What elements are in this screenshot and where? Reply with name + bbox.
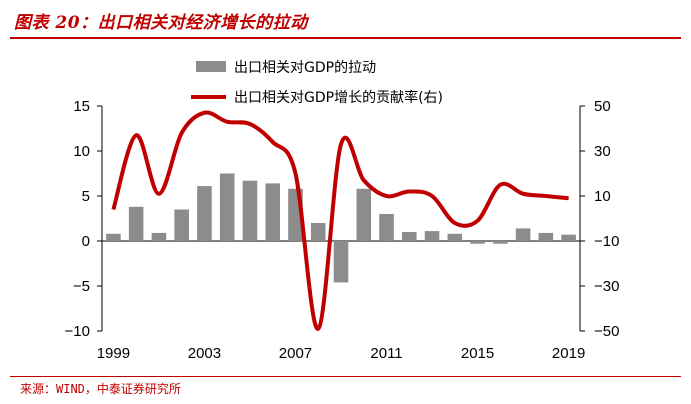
legend: 出口相关对GDP的拉动 出口相关对GDP增长的贡献率(右) <box>191 60 443 106</box>
legend-bar-swatch <box>196 61 226 72</box>
right-tick-label: 30 <box>594 143 611 160</box>
bar <box>470 241 485 244</box>
bar <box>493 241 508 244</box>
legend-bar-label: 出口相关对GDP的拉动 <box>234 60 376 76</box>
x-tick-label: 2011 <box>370 345 402 362</box>
left-tick-label: 10 <box>73 143 90 160</box>
bar <box>106 233 121 241</box>
source-note: 来源：WIND，中泰证券研究所 <box>20 382 181 396</box>
line-series <box>111 110 569 331</box>
bar <box>379 214 394 241</box>
bar <box>310 223 326 241</box>
right-tick-label: −10 <box>594 233 619 250</box>
line-path <box>111 110 569 331</box>
x-axis-labels: 1999 2003 2007 2011 2015 2019 <box>97 345 586 362</box>
bar <box>515 228 531 241</box>
bar <box>402 232 417 241</box>
x-tick-label: 2015 <box>461 345 494 362</box>
bar <box>128 206 144 241</box>
right-tick-label: −50 <box>594 323 619 340</box>
title-rule <box>10 37 681 39</box>
left-tick-label: −5 <box>73 278 90 295</box>
x-tick-label: 2019 <box>552 345 585 362</box>
bar <box>561 234 576 241</box>
page-title: 图表 20：出口相关对经济增长的拉动 <box>14 13 308 33</box>
left-tick-label: 5 <box>82 188 90 205</box>
bar <box>197 186 212 241</box>
left-tick-label: −10 <box>65 323 90 340</box>
bar <box>333 241 349 283</box>
bar <box>424 231 440 241</box>
right-tick-label: 50 <box>594 98 611 115</box>
right-tick-label: 10 <box>594 188 611 205</box>
bar <box>447 233 463 241</box>
right-tick-label: −30 <box>594 278 619 295</box>
bar <box>356 188 372 241</box>
bar <box>265 183 280 241</box>
bar <box>538 232 554 241</box>
x-tick-label: 1999 <box>97 345 130 362</box>
legend-line-label: 出口相关对GDP增长的贡献率(右) <box>234 89 443 106</box>
bottom-rule <box>10 376 681 377</box>
bar <box>151 232 167 241</box>
bar <box>219 173 235 241</box>
bar-series <box>106 173 576 283</box>
left-tick-label: 15 <box>73 98 90 115</box>
x-tick-label: 2007 <box>279 345 312 362</box>
left-tick-label: 0 <box>82 233 90 250</box>
chart: 出口相关对GDP的拉动 出口相关对GDP增长的贡献率(右) 151050−5−1… <box>65 60 620 362</box>
bar <box>242 180 258 241</box>
bar <box>174 209 189 241</box>
x-tick-label: 2003 <box>188 345 221 362</box>
